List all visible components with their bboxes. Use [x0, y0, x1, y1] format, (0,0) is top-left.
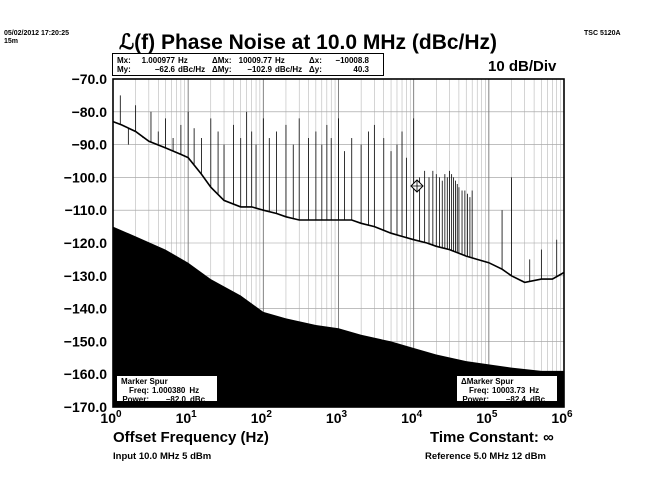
mx-unit: Hz — [178, 56, 188, 65]
y-tick-label: −150.0 — [64, 333, 107, 349]
y-tick-label: −140.0 — [64, 301, 107, 317]
x-tick-label: 100 — [100, 409, 122, 426]
dmy-unit: dBc/Hz — [275, 65, 303, 74]
y-tick-label: −70.0 — [72, 71, 108, 87]
x-tick-label: 104 — [401, 409, 423, 426]
y-tick-label: −80.0 — [72, 104, 108, 120]
marker-spur-title: Marker Spur — [121, 377, 168, 386]
y-tick-label: −160.0 — [64, 366, 107, 382]
x-tick-label: 101 — [176, 409, 198, 426]
spur-power-value: −82.0 — [165, 395, 186, 404]
marker-spur-box: Marker Spur Freq: 1.000380 Hz Power: −82.0 d… — [116, 375, 218, 404]
y-tick-label: −90.0 — [72, 137, 108, 153]
x-tick-label: 106 — [551, 409, 573, 426]
x-tick-labels: 100 101 102 103 104 105 106 — [100, 409, 573, 426]
delta-spur-freq-unit: Hz — [529, 386, 540, 395]
datetime-label: 05/02/2012 17:20:25 — [4, 30, 69, 37]
noise-floor-area — [113, 226, 564, 407]
my-unit: dBc/Hz — [178, 65, 206, 74]
dx-value: −10008.8 — [335, 56, 369, 65]
delta-marker-spur-box: ΔMarker Spur Freq: 10003.73 Hz Power: −82.4… — [456, 375, 558, 404]
plot-frame — [112, 78, 565, 408]
delta-spur-freq-label: Freq: — [469, 386, 489, 395]
spur-power-unit: dBc — [190, 395, 206, 404]
dy-label: Δy: — [309, 65, 322, 74]
dmx-label: ΔMx: — [212, 56, 232, 65]
delta-spur-power-unit: dBc — [530, 395, 546, 404]
dy-value: 40.3 — [353, 65, 369, 74]
dmy-value: −102.9 — [247, 65, 272, 74]
y-tick-label: −110.0 — [65, 202, 108, 218]
x-tick-label: 105 — [476, 409, 498, 426]
delta-spur-power-value: −82.4 — [505, 395, 526, 404]
y-tick-label: −120.0 — [64, 235, 107, 251]
instrument-label: TSC 5120A — [584, 30, 621, 37]
reference-marker — [410, 179, 424, 193]
y-tick-label: −100.0 — [64, 169, 107, 185]
my-value: −62.6 — [154, 65, 175, 74]
noise-floor-fill — [113, 226, 564, 407]
y-tick-label: −130.0 — [64, 268, 107, 284]
phase-noise-trace — [112, 120, 565, 284]
dmx-unit: Hz — [275, 56, 285, 65]
my-label: My: — [117, 65, 131, 74]
spur-freq-unit: Hz — [189, 386, 200, 395]
delta-spur-freq-value: 10003.73 — [492, 386, 526, 395]
delta-spur-power-label: Power: — [462, 395, 489, 404]
y-tick-labels: −70.0 −80.0 −90.0 −100.0 −110.0 −120.0 −130.0 −… — [64, 71, 107, 415]
dmx-value: 10009.77 — [238, 56, 272, 65]
spur-power-label: Power: — [122, 395, 149, 404]
x-axis-label: Offset Frequency (Hz) — [113, 429, 269, 446]
input-label: Input 10.0 MHz 5 dBm — [113, 451, 212, 462]
chart-title: ℒ(f) Phase Noise at 10.0 MHz (dBc/Hz) — [119, 31, 498, 54]
spur-freq-value: 1.000380 — [152, 386, 186, 395]
dmy-label: ΔMy: — [212, 65, 232, 74]
x-tick-label: 102 — [251, 409, 273, 426]
delta-spur-title: ΔMarker Spur — [461, 377, 514, 386]
time-constant-label: Time Constant: ∞ — [430, 429, 554, 446]
spur-freq-label: Freq: — [129, 386, 149, 395]
y-tick-label: −170.0 — [64, 399, 107, 415]
dx-label: Δx: — [309, 56, 322, 65]
mx-label: Mx: — [117, 56, 131, 65]
scale-label: 10 dB/Div — [488, 58, 557, 75]
x-tick-label: 103 — [326, 409, 348, 426]
phase-noise-line — [112, 120, 565, 284]
duration-label: 15m — [4, 38, 19, 45]
marker-readout: Mx: 1.000977 Hz ΔMx: 10009.77 Hz Δx: −10008.8 M… — [112, 53, 384, 76]
mx-value: 1.000977 — [141, 56, 175, 65]
reference-label: Reference 5.0 MHz 12 dBm — [425, 451, 546, 462]
spur-lines — [119, 95, 558, 282]
